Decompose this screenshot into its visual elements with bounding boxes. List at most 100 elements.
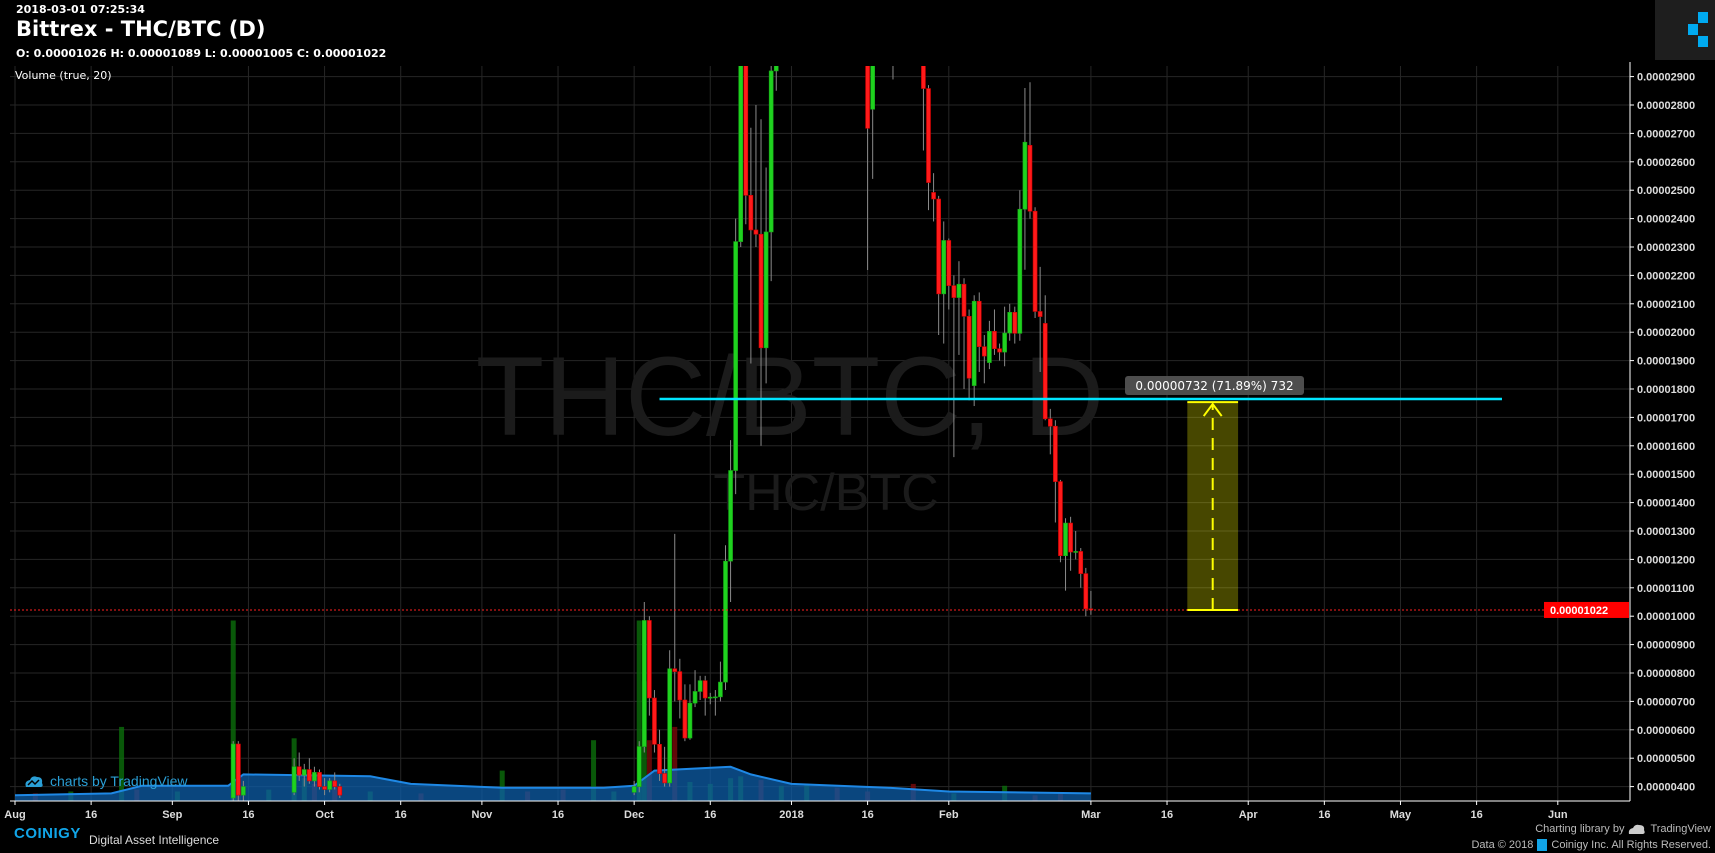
time-tick-label: 16	[861, 809, 873, 821]
candle-up	[718, 681, 723, 698]
candle-down	[743, 66, 749, 196]
candle-down	[886, 0, 890, 6]
candle-down	[1068, 522, 1073, 553]
candle-down	[926, 88, 931, 183]
candle-up	[845, 0, 849, 20]
candle-up	[667, 668, 672, 784]
candle-down	[1037, 311, 1043, 317]
candle-down	[931, 192, 936, 200]
candle-down	[1058, 481, 1063, 557]
candle-up	[728, 470, 733, 562]
candle-down	[672, 668, 678, 672]
candle-up	[773, 66, 779, 72]
time-tick-label: Aug	[4, 809, 25, 821]
time-tick-label: Oct	[315, 809, 334, 821]
candle-up	[1002, 332, 1007, 353]
data-copyright: Data © 2018 Coinigy Inc. All Rights Rese…	[1471, 839, 1711, 851]
measure-label: 0.00000732 (71.89%) 732	[1135, 379, 1293, 393]
candle-up	[768, 70, 774, 233]
price-tick-label: 0.00002700	[1637, 128, 1695, 140]
time-tick-label: May	[1390, 809, 1412, 821]
coinigy-wordmark: COINIGY	[14, 825, 81, 842]
price-tick-label: 0.00002200	[1637, 270, 1695, 282]
logo-square	[1698, 12, 1708, 23]
time-tick-label: 16	[552, 809, 564, 821]
price-tick-label: 0.00001000	[1637, 611, 1695, 623]
volume-bar	[119, 726, 125, 801]
candle-down	[921, 66, 926, 89]
measure-arrow-head-icon	[1202, 402, 1223, 417]
data-copyright-text: Data © 2018	[1471, 839, 1534, 851]
candle-down	[946, 240, 952, 286]
candle-up	[870, 66, 875, 110]
candle-down	[997, 348, 1002, 353]
candle-down	[317, 772, 322, 787]
tradingview-text: TradingView	[1650, 823, 1711, 835]
price-tick-label: 0.00002900	[1637, 72, 1695, 84]
price-tick-label: 0.00001100	[1637, 583, 1695, 595]
candle-up	[636, 746, 642, 787]
candle-up	[301, 769, 307, 776]
candle-down	[976, 300, 982, 347]
price-tick-label: 0.00002000	[1637, 327, 1695, 339]
candle-down	[1078, 551, 1084, 574]
candle-down	[906, 0, 910, 6]
candle-down	[702, 680, 708, 699]
price-tick-label: 0.00000800	[1637, 668, 1695, 680]
candle-up	[230, 743, 236, 799]
price-tick-label: 0.00001500	[1637, 469, 1695, 481]
volume-bar	[499, 770, 505, 801]
measure-label-box	[1125, 376, 1304, 395]
candle-up	[1073, 551, 1078, 553]
time-tick-label: Nov	[472, 809, 494, 821]
volume-bar	[591, 740, 597, 801]
candle-up	[1007, 312, 1013, 334]
charting-by-text: Charting library by	[1535, 823, 1625, 835]
candle-down	[850, 0, 854, 6]
candle-up	[956, 283, 962, 298]
candle-up	[738, 66, 744, 242]
price-tick-label: 0.00001600	[1637, 441, 1695, 453]
candle-down	[1048, 418, 1053, 427]
coinigy-logo-icon[interactable]	[1655, 0, 1715, 60]
coinigy-tagline: Digital Asset Intelligence	[89, 833, 220, 847]
volume-bar	[672, 726, 678, 801]
candle-down	[840, 0, 844, 20]
candle-up	[1022, 141, 1028, 210]
candle-down	[753, 229, 759, 235]
candle-up	[312, 772, 317, 782]
last-price-label-box	[1544, 601, 1629, 618]
time-tick-label: 16	[1318, 809, 1330, 821]
time-tick-label: Sep	[162, 809, 182, 821]
time-tick-label: 16	[1161, 809, 1173, 821]
candle-down	[332, 780, 338, 787]
price-tick-label: 0.00001800	[1637, 384, 1695, 396]
time-tick-label: Apr	[1239, 809, 1259, 821]
candle-up	[327, 780, 332, 790]
volume-study-label[interactable]: Volume (true, 20)	[15, 69, 112, 82]
price-tick-label: 0.00000700	[1637, 696, 1695, 708]
candle-down	[647, 620, 652, 699]
price-tick-label: 0.00002300	[1637, 242, 1695, 254]
time-tick-label: 16	[1470, 809, 1482, 821]
candle-down	[961, 283, 967, 317]
price-tick-label: 0.00000500	[1637, 753, 1695, 765]
coinigy-rights-text: Coinigy Inc. All Rights Reserved.	[1551, 839, 1711, 851]
time-tick-label: Mar	[1081, 809, 1101, 821]
price-tick-label: 0.00002800	[1637, 100, 1695, 112]
candle-up	[733, 241, 738, 471]
candle-up	[1017, 208, 1023, 334]
candle-up	[291, 766, 297, 793]
time-tick-label: 2018	[779, 809, 803, 821]
candle-up	[641, 620, 647, 747]
candle-down	[307, 769, 312, 782]
price-tick-label: 0.00002500	[1637, 185, 1695, 197]
tradingview-badge[interactable]: charts by TradingView	[24, 773, 187, 789]
price-tick-label: 0.00000400	[1637, 782, 1695, 794]
tradingview-badge-text: charts by TradingView	[50, 773, 188, 789]
candle-down	[992, 331, 997, 349]
candle-down	[1027, 145, 1033, 212]
charting-library-credit[interactable]: Charting library by TradingView	[1535, 823, 1711, 835]
price-tick-label: 0.00000900	[1637, 640, 1695, 652]
